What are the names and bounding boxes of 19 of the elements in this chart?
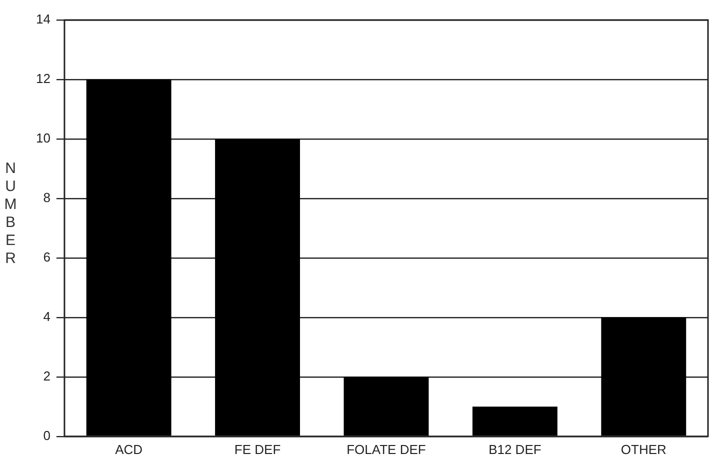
bar — [86, 79, 172, 436]
x-tick-label: ACD — [115, 442, 143, 457]
y-tick-label: 10 — [36, 130, 50, 146]
x-tick-label: FE DEF — [234, 442, 281, 457]
y-tick-label: 0 — [43, 428, 50, 443]
y-tick-label: 6 — [43, 250, 50, 265]
bar — [601, 317, 686, 436]
bar — [344, 376, 429, 436]
y-tick-label: 8 — [43, 190, 50, 206]
y-tick-label: 2 — [43, 368, 50, 384]
x-tick-label: FOLATE DEF — [346, 442, 426, 457]
y-tick-label: 4 — [43, 309, 50, 324]
x-tick-label: OTHER — [620, 442, 666, 457]
bar — [472, 406, 558, 436]
y-tick-label: 14 — [36, 12, 50, 27]
y-axis-title: NUMBER — [2, 160, 20, 268]
x-tick-label: B12 DEF — [488, 442, 542, 457]
y-tick-label: 12 — [36, 71, 50, 86]
bar — [215, 138, 300, 436]
